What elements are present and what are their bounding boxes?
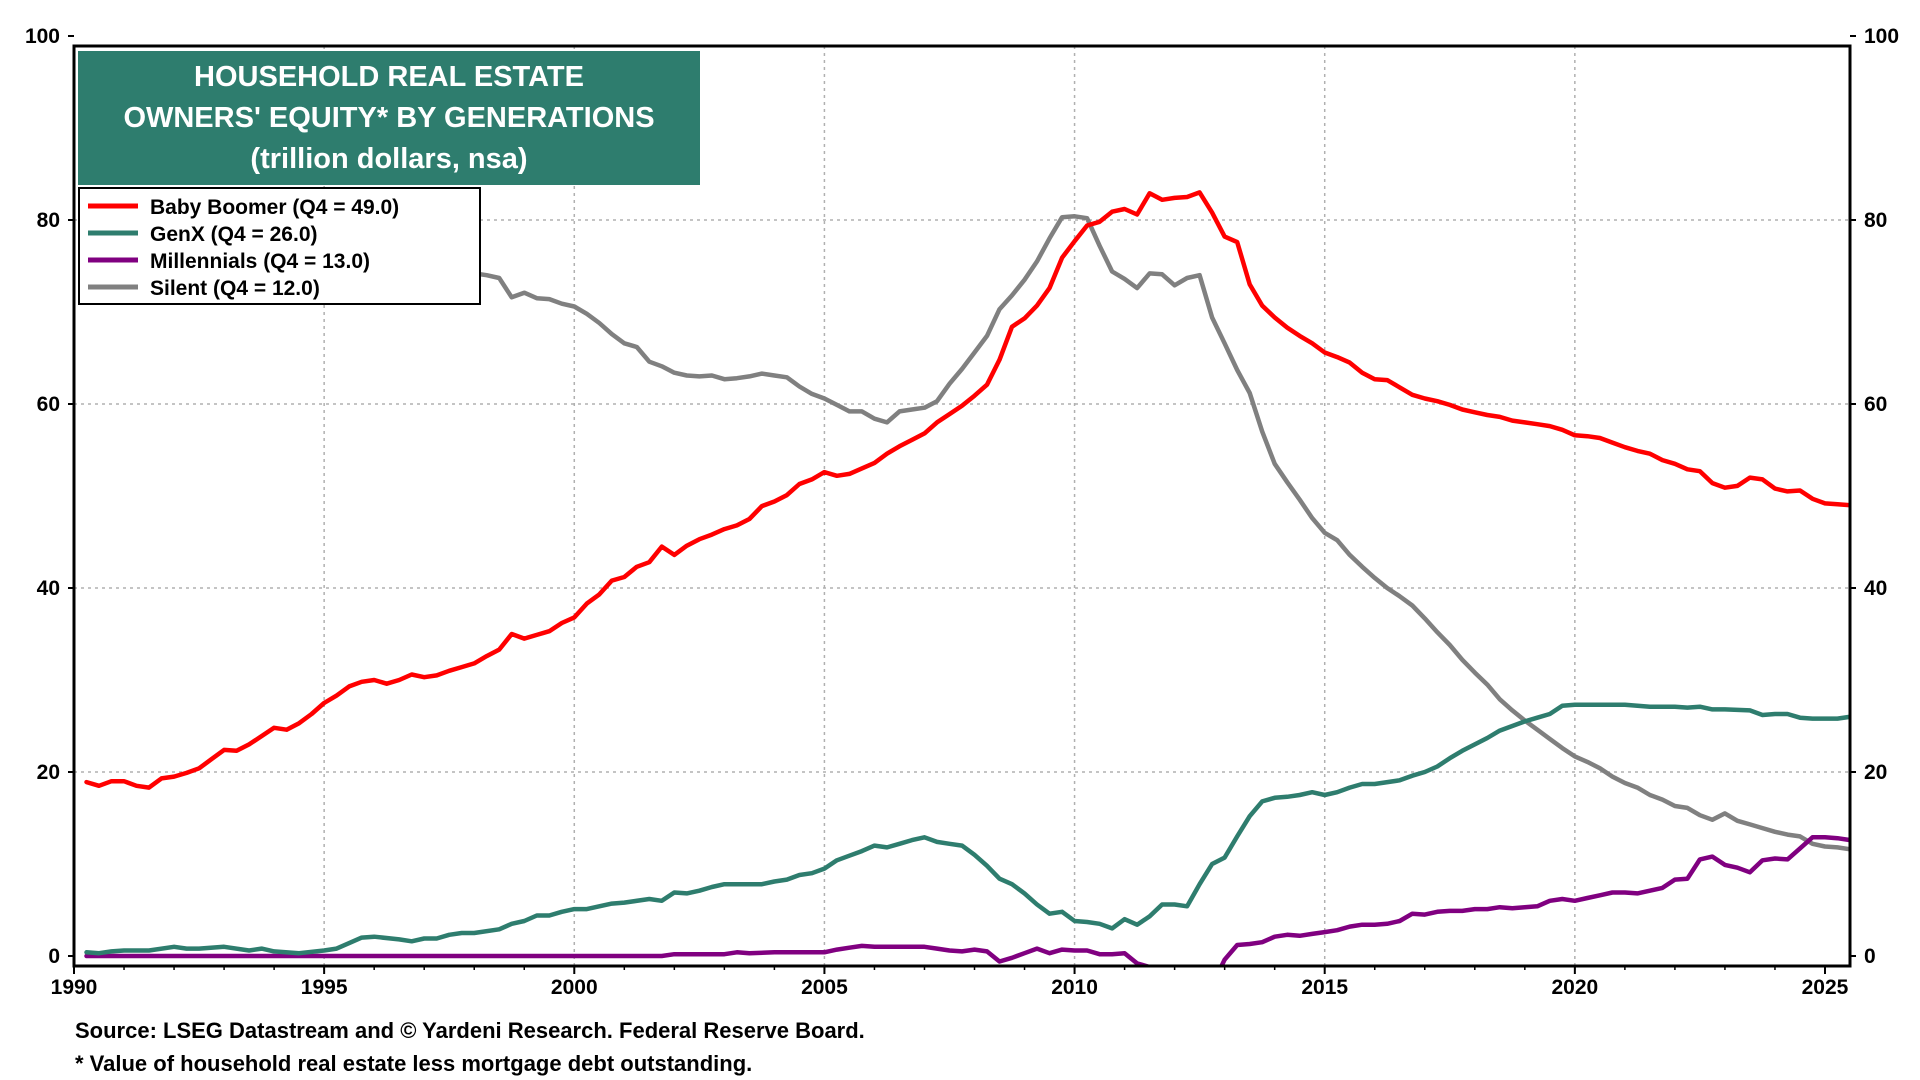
- y-tick-label-right: 80: [1864, 209, 1887, 232]
- series-line-millennials: [84, 835, 1849, 966]
- series-line-genx: [84, 702, 1849, 956]
- x-tick-label: 2025: [1802, 976, 1849, 999]
- x-tick-label: 2020: [1551, 976, 1598, 999]
- legend-label-baby-boomer: Baby Boomer (Q4 = 49.0): [150, 196, 399, 219]
- chart-title-line-2: OWNERS' EQUITY* BY GENERATIONS: [123, 102, 654, 134]
- source-note: Source: LSEG Datastream and © Yardeni Re…: [75, 1018, 865, 1043]
- y-tick-label-left: 40: [37, 577, 60, 600]
- y-tick-label-right: 0: [1864, 945, 1876, 968]
- series-lines: [84, 190, 1849, 966]
- series-line-silent: [459, 214, 1849, 852]
- y-tick-label-left: 60: [37, 393, 60, 416]
- legend-label-silent: Silent (Q4 = 12.0): [150, 277, 320, 300]
- y-tick-label-left: 100: [25, 25, 60, 48]
- y-tick-label-left: 0: [48, 945, 60, 968]
- legend-box: [78, 187, 481, 305]
- y-tick-label-left: 80: [37, 209, 60, 232]
- title-background: [78, 51, 700, 185]
- x-tick-label: 2005: [801, 976, 848, 999]
- chart-title-line-1: HOUSEHOLD REAL ESTATE: [194, 61, 584, 93]
- x-tick-label: 1990: [51, 976, 98, 999]
- x-tick-label: 1995: [301, 976, 348, 999]
- legend-label-millennials: Millennials (Q4 = 13.0): [150, 250, 370, 273]
- legend: Baby Boomer (Q4 = 49.0) GenX (Q4 = 26.0)…: [78, 187, 481, 305]
- x-tick-label: 2015: [1301, 976, 1348, 999]
- y-tick-label-right: 60: [1864, 393, 1887, 416]
- definition-footnote: * Value of household real estate less mo…: [75, 1051, 752, 1076]
- chart-title-line-3: (trillion dollars, nsa): [250, 143, 527, 175]
- y-tick-label-left: 20: [37, 761, 60, 784]
- x-tick-label: 2010: [1051, 976, 1098, 999]
- legend-label-genx: GenX (Q4 = 26.0): [150, 223, 318, 246]
- series-line-baby-boomer: [84, 190, 1849, 790]
- y-tick-label-right: 100: [1864, 25, 1899, 48]
- x-tick-label: 2000: [551, 976, 598, 999]
- y-tick-label-right: 20: [1864, 761, 1887, 784]
- plot-frame: [72, 44, 1852, 968]
- y-tick-label-right: 40: [1864, 577, 1887, 600]
- title-box: HOUSEHOLD REAL ESTATE OWNERS' EQUITY* BY…: [78, 51, 700, 185]
